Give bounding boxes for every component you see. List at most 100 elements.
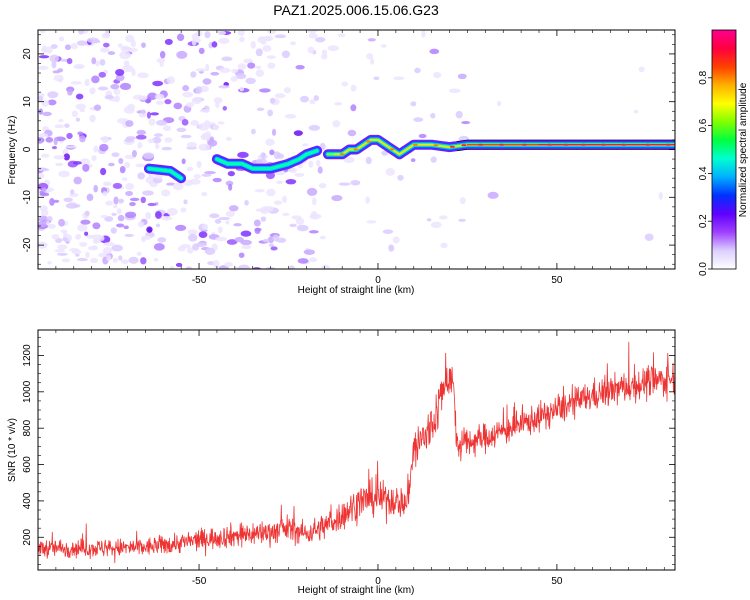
heatmap-noise-cell: [218, 85, 230, 89]
heatmap-noise-cell: [136, 251, 142, 256]
heatmap-noise-cell: [161, 146, 173, 151]
heatmap-noise-cell: [112, 182, 123, 189]
heatmap-noise-cell: [119, 51, 131, 60]
heatmap-ridge-contour: [456, 139, 675, 142]
heatmap-noise-cell: [53, 74, 64, 82]
heatmap-noise-cell: [71, 110, 79, 118]
heatmap-noise-cell: [327, 45, 340, 52]
heatmap-noise-cell: [199, 109, 211, 113]
heatmap-noise-cell: [204, 247, 216, 255]
heatmap-noise-cell: [70, 189, 75, 195]
heatmap-noise-cell: [147, 92, 158, 100]
heatmap-noise-cell: [309, 257, 318, 263]
heatmap-noise-cell: [284, 113, 297, 119]
heatmap-noise-cell: [106, 254, 112, 262]
heatmap-noise-cell: [123, 60, 130, 67]
heatmap-noise-cell: [397, 174, 404, 181]
heatmap-noise-cell: [58, 170, 70, 178]
heatmap-noise-cell: [269, 149, 275, 156]
heatmap-noise-cell: [153, 243, 165, 251]
heatmap-noise-cell: [219, 67, 231, 74]
heatmap-ridge-peak: [412, 143, 418, 146]
heatmap-noise-cell: [137, 172, 145, 180]
heatmap-noise-cell: [182, 85, 190, 92]
heatmap-noise-cell: [227, 171, 235, 177]
heatmap-noise-cell: [90, 257, 99, 264]
heatmap-ridge-peak: [522, 143, 528, 146]
heatmap-noise-cell: [51, 60, 57, 69]
heatmap-noise-cell: [148, 118, 156, 126]
heatmap-noise-cell: [99, 59, 106, 66]
heatmap-noise-cell: [154, 93, 165, 100]
heatmap-noise-cell: [183, 199, 188, 205]
heatmap-noise-cell: [225, 220, 230, 225]
heatmap-noise-cell: [125, 136, 137, 140]
figure-title: PAZ1.2025.006.15.06.G23: [273, 2, 439, 18]
heatmap-noise-cell: [256, 107, 265, 112]
heatmap-noise-cell: [201, 173, 212, 177]
heatmap-noise-cell: [103, 242, 115, 247]
heatmap-noise-cell: [338, 33, 346, 38]
heatmap-noise-cell: [42, 242, 48, 247]
heatmap-noise-cell: [316, 159, 321, 167]
spectrogram-x-axis-label: Height of straight line (km): [298, 285, 415, 296]
heatmap-noise-cell: [283, 87, 291, 94]
heatmap-noise-cell: [117, 43, 123, 48]
heatmap-noise-cell: [186, 141, 197, 148]
snr-y-tick-label: 800: [22, 419, 33, 436]
heatmap-noise-cell: [658, 191, 664, 200]
heatmap-noise-cell: [258, 88, 271, 93]
heatmap-noise-cell: [180, 134, 192, 139]
colorbar-tick-label: 0.4: [698, 166, 709, 180]
heatmap-noise-cell: [137, 141, 143, 149]
heatmap-noise-cell: [125, 120, 134, 127]
heatmap-noise-cell: [366, 220, 377, 224]
heatmap-noise-cell: [260, 152, 266, 159]
heatmap-noise-cell: [91, 75, 100, 84]
heatmap-noise-cell: [285, 178, 297, 185]
heatmap-noise-cell: [200, 133, 211, 141]
heatmap-noise-cell: [46, 216, 53, 222]
heatmap-ridge-peak: [365, 140, 371, 143]
heatmap-noise-cell: [97, 86, 109, 91]
heatmap-noise-cell: [310, 211, 318, 219]
heatmap-noise-cell: [255, 208, 267, 212]
heatmap-noise-cell: [250, 40, 256, 49]
heatmap-noise-cell: [461, 121, 471, 125]
heatmap-noise-cell: [63, 153, 70, 161]
heatmap-noise-cell: [186, 247, 194, 254]
heatmap-noise-cell: [147, 202, 157, 207]
heatmap-noise-cell: [42, 111, 52, 117]
heatmap-noise-cell: [421, 30, 426, 38]
heatmap-noise-cell: [194, 38, 202, 43]
heatmap-noise-cell: [238, 264, 250, 269]
heatmap-noise-cell: [115, 73, 125, 82]
heatmap-noise-cell: [38, 138, 43, 145]
heatmap-noise-cell: [185, 266, 192, 269]
heatmap-noise-cell: [350, 179, 361, 186]
heatmap-noise-cell: [224, 262, 234, 268]
heatmap-noise-cell: [448, 88, 461, 94]
heatmap-noise-cell: [129, 201, 136, 207]
heatmap-noise-cell: [85, 251, 90, 259]
heatmap-noise-cell: [186, 102, 195, 108]
heatmap-noise-cell: [225, 136, 232, 142]
spectrogram-y-tick-label: -20: [22, 237, 33, 252]
colorbar-gradient: [712, 30, 736, 269]
heatmap-noise-cell: [111, 244, 123, 252]
heatmap-ridge-peak: [601, 143, 607, 146]
heatmap-noise-cell: [332, 120, 341, 128]
spectrogram-x-ticks: -50 0 50: [37, 30, 665, 286]
heatmap-noise-cell: [313, 95, 319, 101]
heatmap-noise-cell: [338, 182, 351, 186]
heatmap-noise-cell: [393, 76, 405, 80]
heatmap-noise-cell: [218, 37, 230, 44]
heatmap-noise-cell: [77, 224, 88, 232]
heatmap-noise-cell: [131, 150, 137, 158]
snr-background: [38, 330, 675, 570]
heatmap-noise-cell: [87, 37, 99, 43]
heatmap-noise-cell: [116, 223, 125, 228]
heatmap-noise-cell: [207, 139, 218, 147]
heatmap-noise-cell: [239, 86, 245, 92]
heatmap-noise-cell: [108, 162, 115, 167]
